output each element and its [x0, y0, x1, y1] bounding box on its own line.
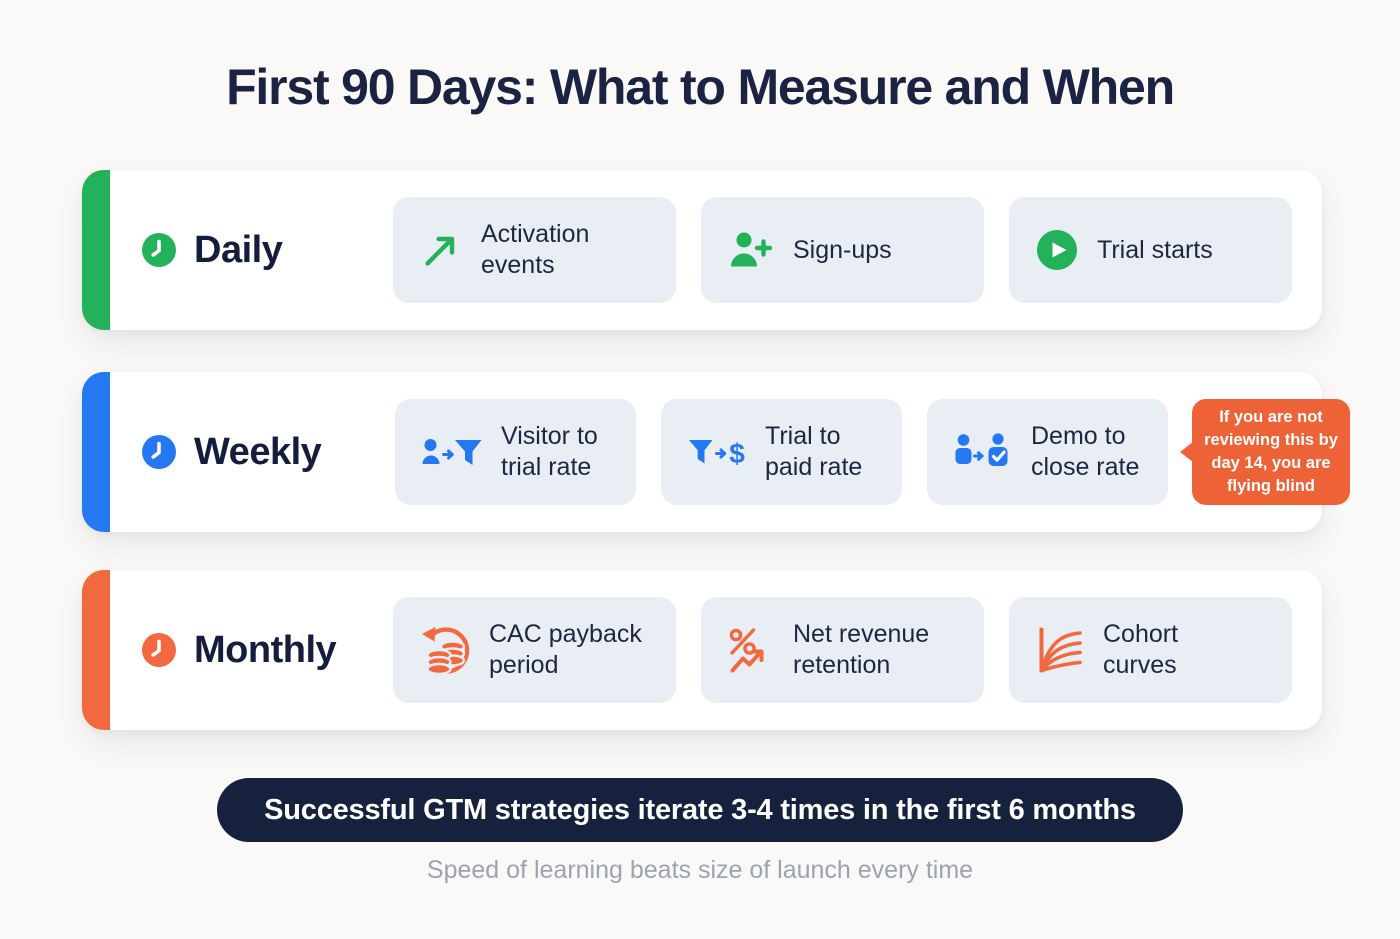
banner-text: Successful GTM strategies iterate 3-4 ti…	[264, 793, 1136, 826]
demo-to-check-icon	[955, 433, 1008, 466]
chip-label: Trial to paid rate	[765, 422, 863, 481]
cohort-curves-icon	[1039, 627, 1082, 673]
clock-icon	[142, 233, 176, 267]
row-label-weekly: Weekly	[194, 430, 322, 473]
visitor-to-funnel-icon	[422, 439, 482, 465]
weekly-accent-bar	[82, 372, 110, 532]
daily-chips: Activation events Sign-ups Trial starts	[393, 197, 1292, 303]
row-label-daily: Daily	[194, 228, 283, 271]
chip-label: Cohort curves	[1103, 620, 1179, 679]
chip-cac-payback-period: CAC payback period	[393, 597, 676, 703]
chip-net-revenue-retention: Net revenue retention	[701, 597, 984, 703]
monthly-accent-bar	[82, 570, 110, 730]
chip-label: Sign-ups	[793, 235, 892, 264]
trend-up-icon	[425, 236, 455, 266]
daily-accent-bar	[82, 170, 110, 330]
chip-visitor-to-trial-rate: Visitor to trial rate	[395, 399, 636, 505]
daily-row: Daily Activation events Sign-ups	[82, 170, 1322, 330]
chip-cohort-curves: Cohort curves	[1009, 597, 1292, 703]
chip-label: Trial starts	[1097, 235, 1213, 264]
weekly-label-group: Weekly	[140, 372, 322, 532]
clock-icon	[142, 633, 176, 667]
chip-trial-starts: Trial starts	[1009, 197, 1292, 303]
callout-text: If you are not reviewing this by day 14,…	[1204, 407, 1338, 496]
funnel-to-dollar-icon: $	[689, 438, 745, 469]
chip-label: Demo to close rate	[1031, 422, 1140, 481]
monthly-row: Monthly CAC payback period	[82, 570, 1322, 730]
chip-label: Activation events	[481, 220, 590, 279]
monthly-chips: CAC payback period Net revenue retention	[393, 597, 1292, 703]
chip-label: Visitor to trial rate	[501, 422, 598, 481]
chip-trial-to-paid-rate: $ Trial to paid rate	[661, 399, 902, 505]
page-title: First 90 Days: What to Measure and When	[226, 59, 1175, 115]
day14-callout-bubble: If you are not reviewing this by day 14,…	[1192, 399, 1350, 505]
percent-trend-icon	[729, 628, 764, 673]
chip-demo-to-close-rate: Demo to close rate	[927, 399, 1168, 505]
weekly-row: Weekly Visitor to trial rate $	[82, 372, 1350, 532]
bottom-banner: Successful GTM strategies iterate 3-4 ti…	[217, 778, 1183, 842]
chip-label: Net revenue retention	[793, 620, 930, 679]
chip-activation-events: Activation events	[393, 197, 676, 303]
weekly-chips: Visitor to trial rate $ Trial to paid ra…	[395, 399, 1168, 505]
footnote-text: Speed of learning beats size of launch e…	[426, 856, 974, 884]
play-circle-icon	[1037, 230, 1077, 270]
dollar-glyph: $	[729, 438, 745, 469]
user-plus-icon	[731, 232, 773, 267]
clock-icon	[142, 435, 176, 469]
chip-label: CAC payback period	[489, 620, 642, 679]
chip-sign-ups: Sign-ups	[701, 197, 984, 303]
row-label-monthly: Monthly	[194, 628, 337, 671]
coins-cycle-icon	[422, 627, 470, 676]
monthly-label-group: Monthly	[140, 570, 337, 730]
daily-label-group: Daily	[140, 170, 283, 330]
